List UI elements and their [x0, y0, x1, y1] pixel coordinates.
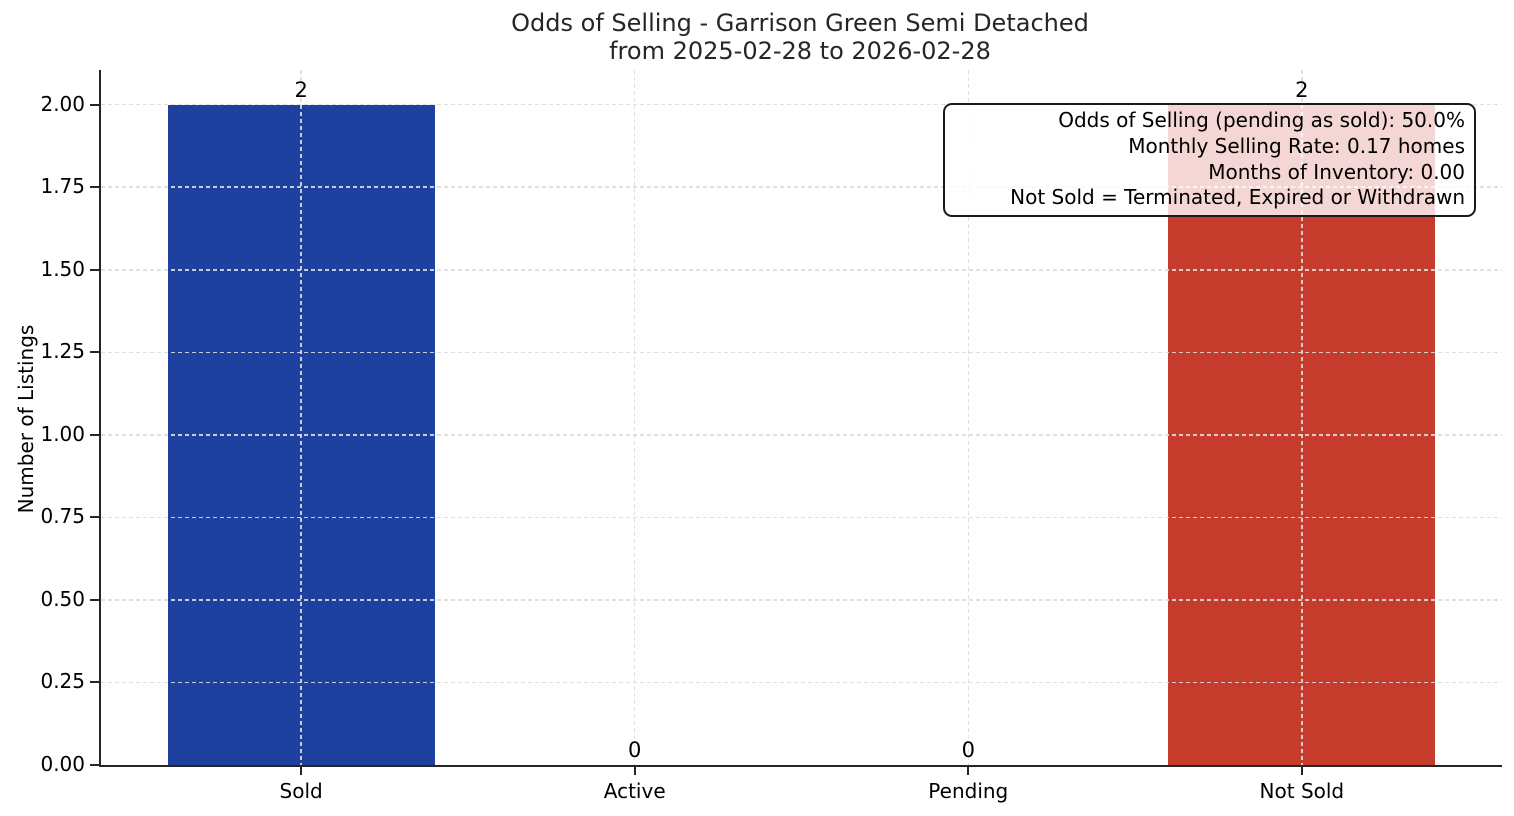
gridline-h — [101, 434, 1502, 436]
annotation-line-notsold-note: Not Sold = Terminated, Expired or Withdr… — [1010, 185, 1465, 210]
annotation-line-odds: Odds of Selling (pending as sold): 50.0% — [1058, 108, 1465, 132]
annotation-box: Odds of Selling (pending as sold): 50.0%… — [943, 103, 1476, 218]
x-tick-label-not-sold: Not Sold — [1259, 779, 1345, 803]
y-tick — [90, 764, 99, 766]
annotation-line-rate: Monthly Selling Rate: 0.17 homes — [1128, 133, 1465, 158]
x-tick-label-sold: Sold — [279, 779, 323, 803]
gridline-h — [101, 269, 1502, 271]
y-tick — [90, 268, 99, 271]
y-tick-label: 1.25 — [40, 339, 85, 364]
gridline-v — [300, 70, 302, 765]
x-tick — [967, 767, 970, 775]
bar-value-label-active: 0 — [628, 738, 642, 762]
y-tick-label: 1.50 — [40, 256, 85, 281]
gridline-h — [101, 103, 1502, 106]
annotation-line-inventory: Months of Inventory: 0.00 — [1208, 159, 1465, 184]
y-tick-label: 0.50 — [40, 586, 85, 611]
y-tick-label: 0.00 — [40, 752, 85, 776]
y-tick — [90, 598, 99, 601]
bar-value-label-not-sold: 2 — [1295, 77, 1309, 102]
x-tick — [1300, 767, 1303, 775]
gridline-v — [1301, 70, 1303, 765]
x-tick — [300, 767, 303, 775]
gridline-h — [101, 681, 1502, 684]
y-tick-label: 2.00 — [40, 91, 85, 116]
bar-value-label-sold: 2 — [294, 77, 308, 102]
y-tick — [90, 186, 99, 189]
gridline-h — [101, 516, 1502, 519]
x-tick-label-active: Active — [603, 779, 666, 803]
y-tick-label: 0.75 — [40, 504, 85, 529]
y-tick — [90, 516, 99, 519]
y-tick — [90, 351, 99, 354]
y-tick — [90, 681, 99, 684]
gridline-h — [101, 351, 1502, 354]
chart-title-line2: from 2025-02-28 to 2026-02-28 — [609, 37, 991, 65]
y-tick — [90, 103, 99, 106]
y-tick-label: 0.25 — [40, 669, 85, 694]
bar-value-label-pending: 0 — [961, 738, 975, 762]
gridline-v — [967, 70, 970, 765]
gridline-h — [101, 186, 1502, 188]
gridline-h — [101, 599, 1502, 601]
y-tick-label: 1.75 — [40, 174, 85, 199]
chart-title-line1: Odds of Selling - Garrison Green Semi De… — [511, 9, 1089, 37]
chart-title: Odds of Selling - Garrison Green Semi De… — [100, 9, 1500, 65]
y-tick — [90, 433, 99, 436]
x-tick — [633, 767, 636, 775]
x-tick-label-pending: Pending — [928, 779, 1009, 803]
gridline-v — [633, 70, 636, 765]
y-tick-label: 1.00 — [40, 421, 85, 446]
